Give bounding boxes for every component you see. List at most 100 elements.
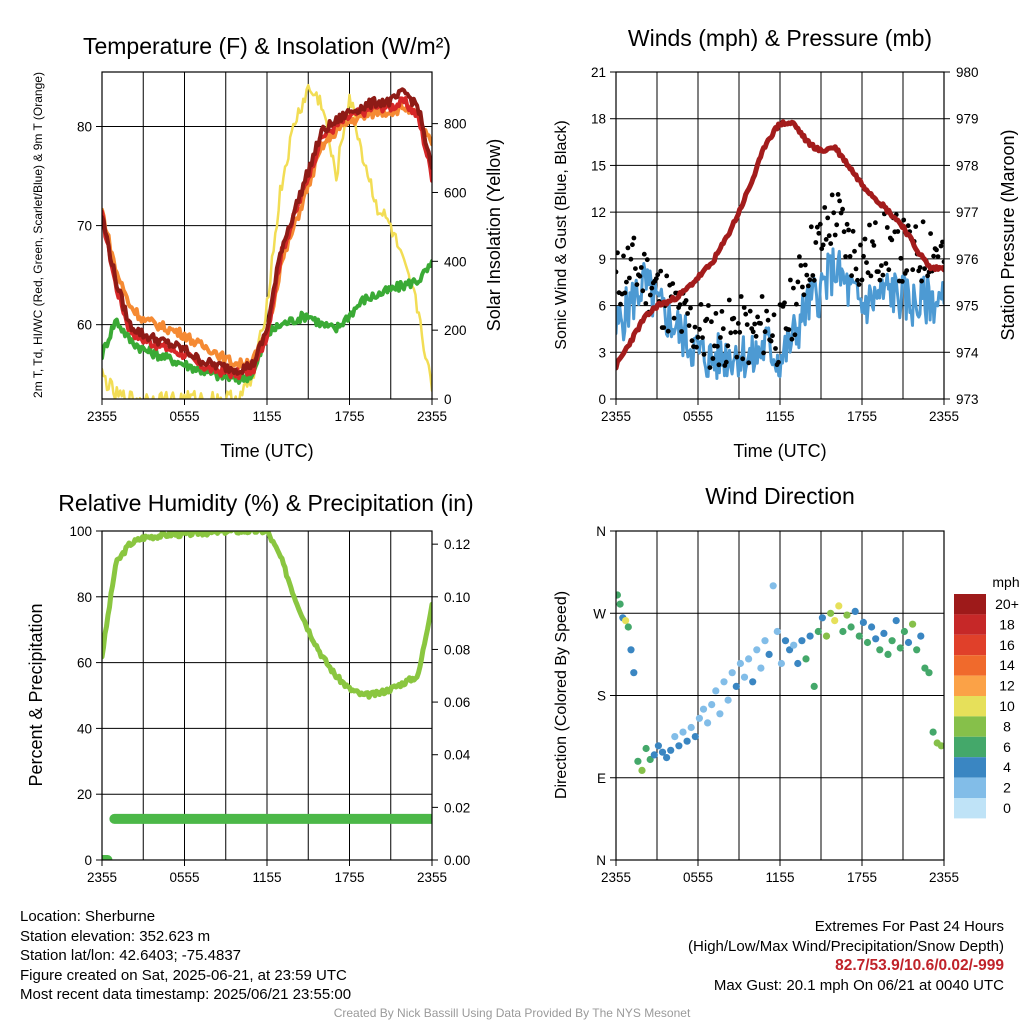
gust-point [928,231,933,237]
y-tick-label: 60 [77,656,92,671]
direction-point [712,687,720,695]
series-group [102,531,432,860]
direction-point [732,682,740,691]
x-tick-label: 1155 [252,409,281,424]
colorbar-swatch [954,736,986,758]
gust-point [788,277,793,283]
x-tick-label: 1755 [847,870,877,885]
direction-point [790,641,798,649]
gust-point [899,279,905,284]
colorbar-swatch [954,757,986,778]
gust-point [618,301,623,307]
direction-point [663,754,671,762]
gust-point [755,314,760,320]
gust-point [731,315,737,321]
chart-title: Relative Humidity (%) & Precipitation (i… [58,490,473,516]
y-tick-label: 80 [77,120,92,135]
y-tick-label: N [596,524,606,539]
gust-point [644,257,650,263]
direction-point [654,742,663,750]
y2-tick-label: 0.04 [444,748,471,763]
colorbar-swatch [954,655,986,676]
direction-point [616,591,621,599]
y2-tick-label: 0.08 [444,642,470,657]
gust-point [741,305,747,310]
gust-point [753,333,759,339]
x-tick-label: 1155 [765,409,794,424]
y2-tick-label: 0 [444,392,452,407]
gust-point [631,235,637,241]
direction-point [765,650,773,659]
colorbar-label: 18 [999,616,1015,632]
x-tick-label: 1755 [334,409,364,424]
gust-point [800,284,805,290]
gust-point [630,242,635,248]
colorbar-label: 16 [999,637,1015,653]
direction-point [892,617,900,625]
direction-point [929,728,937,736]
x-tick-label: 0555 [683,870,713,885]
x-axis-label: Time (UTC) [220,441,313,461]
y-tick-label: 80 [77,590,92,605]
series-line [616,247,944,380]
colorbar-label: 12 [999,678,1015,694]
gust-point [876,269,881,274]
gust-point [640,288,646,294]
gust-point [709,319,714,325]
gust-point [877,277,883,283]
x-axis-label: Time (UTC) [733,441,826,461]
recent-data-text: Most recent data timestamp: 2025/06/21 2… [20,986,352,1003]
gust-point [701,352,707,357]
y2-tick-label: 978 [956,158,979,173]
gust-point [655,272,661,278]
gust-point [688,305,693,311]
gust-point [931,253,936,259]
y2-tick-label: 0.06 [444,695,470,710]
y-tick-label: 6 [598,299,606,314]
gust-point [801,292,807,298]
gust-point [871,243,877,248]
plot-frame [101,71,433,400]
gust-point [825,215,831,221]
gust-point [725,343,731,349]
direction-point [814,627,822,636]
direction-point [855,632,863,640]
gust-point [792,332,798,338]
series-line [102,83,432,399]
gust-point [798,263,804,268]
gust-point [638,265,644,270]
y-tick-label: N [596,853,606,868]
direction-point [917,632,925,640]
x-tick-label: 0555 [169,409,199,424]
direction-point [622,617,630,625]
panel-temperature: 2355 0555 1155 1755 23556070800200400600800T… [31,33,504,461]
gust-point [855,277,860,283]
y-tick-label: W [593,606,606,621]
gust-point [637,273,643,279]
x-tick-label: 0555 [169,870,199,885]
direction-point [704,719,712,727]
gust-point [789,336,795,342]
x-tick-label: 0555 [683,409,713,424]
y-tick-label: S [597,689,606,704]
y-tick-label: 0 [598,392,606,407]
direction-point [773,627,781,636]
gust-point [689,338,695,344]
direction-point [925,669,933,677]
direction-point [616,600,624,608]
colorbar-swatch [954,675,986,696]
direction-point [728,669,736,677]
gust-point [934,247,939,253]
gust-point [829,192,835,198]
gust-point [895,229,901,234]
direction-point [691,733,699,741]
gust-point [886,267,892,273]
colorbar-swatch [954,634,986,656]
gust-point [627,275,632,281]
direction-point [675,742,683,750]
gust-point [707,365,713,370]
credit-text: Created By Nick Bassill Using Data Provi… [333,1006,691,1020]
gust-point [853,266,859,272]
location-text: Location: Sherburne [20,908,156,925]
gust-point [922,266,927,272]
